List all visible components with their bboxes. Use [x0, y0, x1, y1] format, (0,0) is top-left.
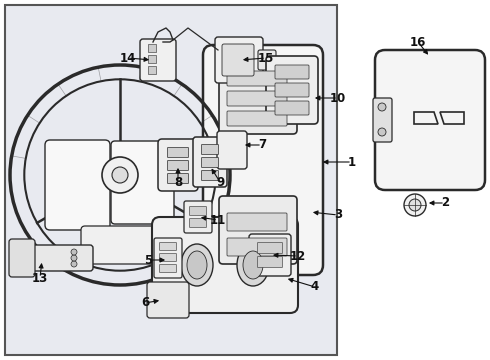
FancyBboxPatch shape — [201, 144, 219, 154]
FancyBboxPatch shape — [373, 98, 392, 142]
Text: 11: 11 — [210, 213, 226, 226]
Text: 6: 6 — [141, 297, 149, 310]
FancyBboxPatch shape — [193, 137, 227, 187]
Text: 1: 1 — [348, 156, 356, 168]
FancyBboxPatch shape — [45, 140, 110, 230]
FancyBboxPatch shape — [227, 71, 287, 86]
FancyBboxPatch shape — [219, 61, 297, 134]
Text: 8: 8 — [174, 175, 182, 189]
Ellipse shape — [187, 251, 207, 279]
FancyBboxPatch shape — [152, 217, 298, 313]
Circle shape — [378, 128, 386, 136]
FancyBboxPatch shape — [160, 243, 176, 251]
Circle shape — [102, 157, 138, 193]
FancyBboxPatch shape — [111, 141, 174, 224]
FancyBboxPatch shape — [17, 245, 93, 271]
Text: 10: 10 — [330, 91, 346, 104]
FancyBboxPatch shape — [203, 45, 323, 275]
FancyBboxPatch shape — [258, 256, 283, 267]
FancyBboxPatch shape — [147, 282, 189, 318]
FancyBboxPatch shape — [215, 37, 263, 83]
Text: 16: 16 — [410, 36, 426, 49]
FancyBboxPatch shape — [227, 91, 287, 106]
FancyBboxPatch shape — [140, 39, 176, 81]
FancyBboxPatch shape — [249, 234, 291, 276]
FancyBboxPatch shape — [258, 243, 283, 253]
Ellipse shape — [237, 244, 269, 286]
Ellipse shape — [181, 244, 213, 286]
Text: 9: 9 — [216, 175, 224, 189]
FancyBboxPatch shape — [158, 139, 198, 191]
FancyBboxPatch shape — [9, 239, 35, 277]
Circle shape — [71, 261, 77, 267]
FancyBboxPatch shape — [160, 265, 176, 273]
FancyBboxPatch shape — [148, 55, 156, 63]
FancyBboxPatch shape — [201, 158, 219, 167]
FancyBboxPatch shape — [227, 213, 287, 231]
Circle shape — [71, 249, 77, 255]
Ellipse shape — [243, 251, 263, 279]
FancyBboxPatch shape — [375, 50, 485, 190]
Text: 2: 2 — [441, 197, 449, 210]
FancyBboxPatch shape — [5, 5, 337, 355]
FancyBboxPatch shape — [222, 44, 254, 76]
Circle shape — [409, 199, 421, 211]
Circle shape — [378, 103, 386, 111]
Text: 13: 13 — [32, 271, 48, 284]
FancyBboxPatch shape — [190, 219, 206, 228]
Text: 7: 7 — [258, 139, 266, 152]
Text: 3: 3 — [334, 208, 342, 221]
Text: 5: 5 — [144, 253, 152, 266]
Text: 15: 15 — [258, 51, 274, 64]
Text: 12: 12 — [290, 249, 306, 262]
FancyBboxPatch shape — [148, 44, 156, 52]
FancyBboxPatch shape — [219, 196, 297, 264]
Circle shape — [71, 255, 77, 261]
FancyBboxPatch shape — [168, 161, 189, 171]
FancyBboxPatch shape — [275, 101, 309, 115]
FancyBboxPatch shape — [190, 207, 206, 216]
FancyBboxPatch shape — [217, 131, 247, 169]
FancyBboxPatch shape — [201, 171, 219, 180]
FancyBboxPatch shape — [184, 201, 212, 233]
Text: 14: 14 — [120, 51, 136, 64]
Circle shape — [404, 194, 426, 216]
FancyBboxPatch shape — [168, 174, 189, 184]
FancyBboxPatch shape — [275, 65, 309, 79]
Text: 4: 4 — [311, 280, 319, 293]
FancyBboxPatch shape — [266, 56, 318, 124]
FancyBboxPatch shape — [81, 226, 159, 264]
FancyBboxPatch shape — [275, 83, 309, 97]
Circle shape — [112, 167, 128, 183]
FancyBboxPatch shape — [160, 253, 176, 261]
FancyBboxPatch shape — [258, 50, 276, 70]
FancyBboxPatch shape — [148, 66, 156, 74]
FancyBboxPatch shape — [154, 238, 182, 278]
FancyBboxPatch shape — [227, 238, 287, 256]
FancyBboxPatch shape — [227, 111, 287, 126]
FancyBboxPatch shape — [168, 148, 189, 158]
